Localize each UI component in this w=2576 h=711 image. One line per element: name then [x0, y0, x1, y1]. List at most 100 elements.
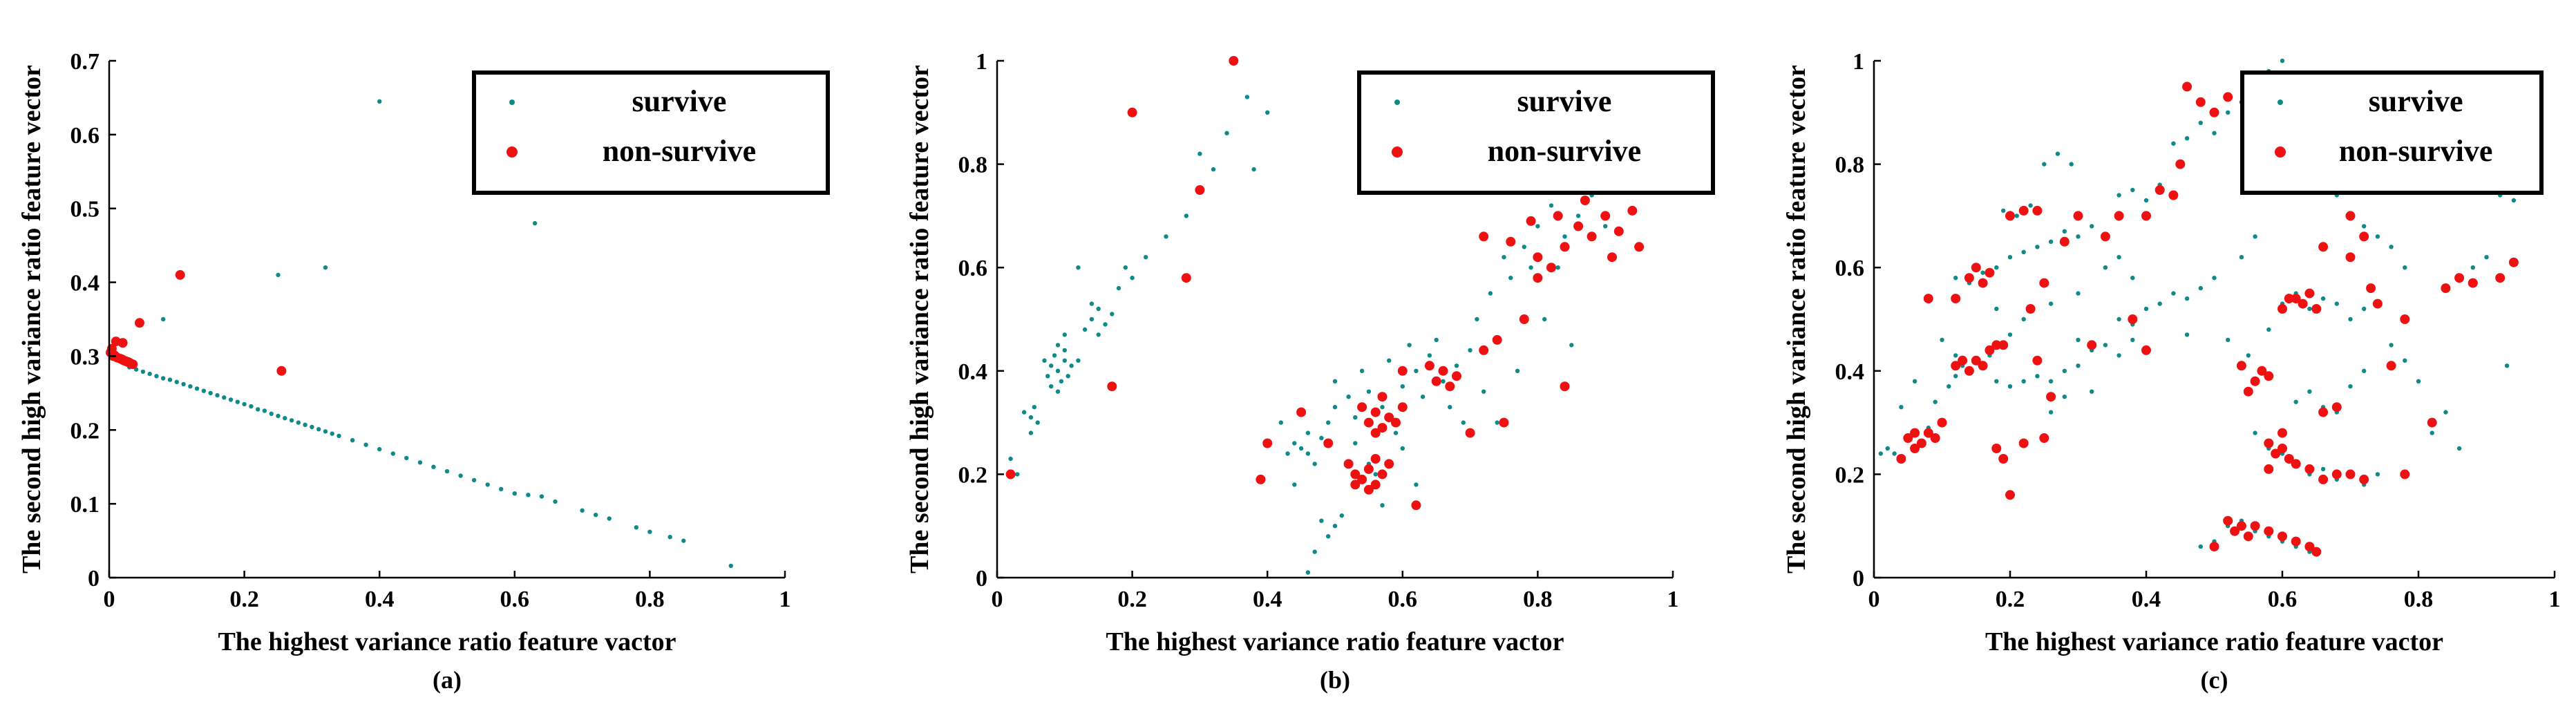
survive-point	[526, 493, 531, 497]
non-survive-point	[2277, 304, 2287, 314]
survive-point	[404, 455, 409, 461]
non-survive-point	[2372, 298, 2383, 309]
survive-point	[2055, 151, 2061, 156]
survive-point	[2456, 446, 2462, 451]
survive-point	[1488, 291, 1493, 296]
legend-box	[472, 70, 830, 195]
survive-point	[2048, 379, 2054, 383]
survive-point	[2484, 255, 2489, 260]
y-axis-label: The second high variance ratio feature v…	[1782, 65, 1811, 573]
survive-point	[594, 513, 598, 518]
survive-point	[1130, 276, 1135, 281]
non-survive-point	[2250, 521, 2260, 531]
survive-point	[2007, 384, 2013, 389]
survive-point	[194, 386, 200, 391]
survive-point	[1448, 405, 1452, 410]
survive-point	[215, 392, 220, 398]
non-survive-point	[1607, 252, 1617, 263]
survive-point	[2090, 389, 2094, 394]
survive-point	[1912, 379, 1917, 383]
survive-point	[1285, 451, 1290, 456]
non-survive-point	[1923, 294, 1933, 304]
non-survive-point	[175, 269, 185, 280]
non-survive-point	[128, 359, 138, 370]
survive-point	[1495, 420, 1499, 425]
survive-point	[2014, 214, 2019, 218]
survive-point	[2266, 327, 2271, 332]
survive-point	[2362, 368, 2367, 373]
survive-point	[1353, 415, 1358, 420]
y-tick-label: 0	[1853, 566, 1864, 591]
survive-point	[1953, 353, 1958, 358]
survive-point	[2001, 208, 2006, 214]
survive-point	[2389, 245, 2394, 249]
survive-point	[1089, 301, 1095, 306]
non-survive-point	[2366, 283, 2376, 294]
non-survive-point	[276, 366, 287, 376]
non-survive-point	[2284, 454, 2294, 464]
non-survive-point	[2359, 231, 2369, 242]
survive-point	[2226, 337, 2231, 343]
non-survive-point	[135, 318, 144, 328]
legend-marker-survive	[1394, 99, 1400, 105]
survive-point	[1522, 245, 1526, 249]
non-survive-point	[1363, 484, 1374, 495]
survive-point	[235, 399, 240, 404]
survive-point	[1569, 343, 1574, 348]
survive-point	[2184, 296, 2190, 301]
non-survive-point	[2100, 231, 2110, 242]
survive-point	[1441, 379, 1446, 383]
non-survive-point	[2495, 273, 2506, 283]
survive-point	[2212, 131, 2217, 135]
non-survive-point	[2230, 526, 2240, 536]
survive-point	[262, 408, 267, 413]
non-survive-point	[1573, 221, 1584, 231]
survive-point	[431, 464, 436, 469]
survive-point	[1069, 363, 1074, 368]
survive-point	[417, 460, 423, 465]
panel-b: 0 0.2 0.4 0.6 0.8 1 0 0.2 0.4 0.6 0.8 1 The highest …	[905, 49, 1715, 694]
survive-point	[1049, 384, 1054, 389]
survive-point	[1035, 420, 1040, 425]
non-survive-point	[1262, 438, 1273, 448]
x-tick-label: 0	[992, 587, 1003, 612]
y-tick-label: 0.2	[70, 418, 100, 444]
non-survive-point	[1499, 417, 1509, 428]
panel-label: (a)	[433, 666, 462, 694]
non-survive-point	[2236, 521, 2246, 531]
non-survive-point	[1323, 438, 1334, 448]
non-survive-point	[2291, 459, 2301, 469]
non-survive-point	[1195, 185, 1205, 195]
non-survive-point	[2277, 444, 2287, 453]
y-tick-label: 0	[88, 566, 100, 591]
survive-point	[2430, 430, 2434, 435]
legend-label-survive: survive	[632, 84, 727, 118]
survive-point	[2042, 162, 2047, 167]
survive-point	[2320, 296, 2326, 301]
y-tick-label: 1	[1853, 49, 1864, 75]
survive-point	[1103, 322, 1108, 327]
survive-point	[1420, 395, 1426, 399]
non-survive-point	[1978, 278, 1988, 288]
x-tick-label: 1	[779, 587, 791, 612]
non-survive-point	[1506, 236, 1516, 247]
survive-point	[1021, 410, 1027, 415]
non-survive-point	[1526, 216, 1536, 226]
survive-point	[1164, 234, 1168, 239]
survive-point	[2375, 472, 2380, 477]
non-survive-point	[1991, 444, 2002, 453]
survive-point	[2171, 291, 2176, 296]
survive-point	[2076, 291, 2081, 296]
non-survive-point	[2359, 474, 2369, 484]
survive-point	[539, 494, 544, 499]
survive-point	[1346, 395, 1351, 399]
survive-point	[1366, 389, 1372, 394]
survive-point	[1096, 306, 1101, 312]
survive-point	[256, 407, 261, 412]
survive-point	[1555, 265, 1560, 270]
survive-point	[1994, 306, 1999, 312]
survive-point	[1251, 167, 1256, 172]
survive-point	[2007, 332, 2013, 337]
non-survive-point	[1384, 413, 1394, 423]
